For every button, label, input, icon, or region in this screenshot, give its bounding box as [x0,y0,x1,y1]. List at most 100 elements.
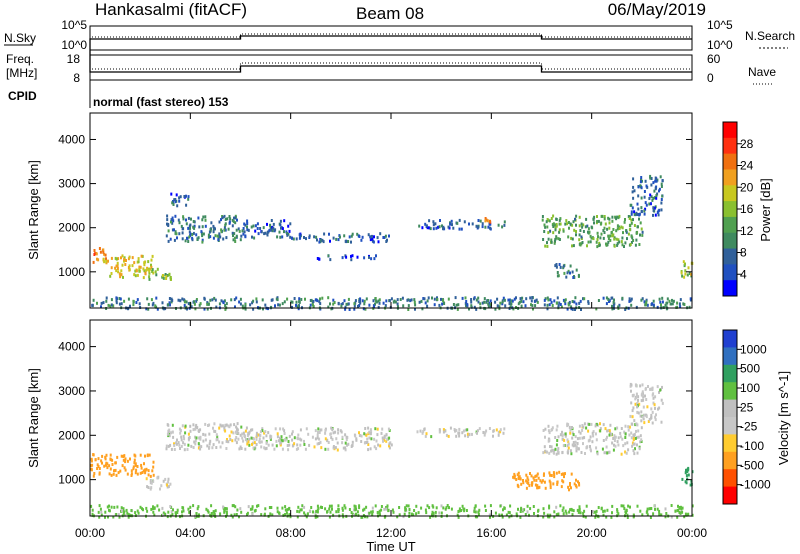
velocity-cell [239,433,242,437]
power-cell [572,244,575,248]
velocity-cell [270,506,273,509]
velocity-cell [379,444,382,448]
power-cell [298,233,301,237]
velocity-cell [622,444,625,448]
power-cell [251,235,253,239]
velocity-cell [635,429,637,433]
power-cell [127,257,130,261]
power-cell [442,227,444,231]
velocity-cell [632,513,635,517]
power-cell [655,194,658,198]
velocity-cell [224,507,227,510]
velocity-cell [602,423,605,427]
velocity-cell [466,432,469,436]
power-cell [547,231,550,235]
power-cell [554,264,557,268]
velocity-cell [660,420,663,424]
velocity-cell [388,436,391,440]
velocity-cell [654,415,657,419]
velocity-cell [570,507,573,511]
velocity-cell [255,443,258,446]
power-cell [536,300,539,304]
velocity-cell [225,447,228,450]
power-cell [510,299,513,303]
power-cell [525,297,528,301]
power-cell [568,300,571,304]
velocity-cell [306,512,309,516]
power-cell [289,222,292,226]
velocity-cell [553,448,556,452]
power-cell [546,244,549,248]
velocity-cell [190,444,193,448]
power-cell [227,227,230,231]
velocity-cell [256,504,258,508]
noise-left-tick-bottom: 10^0 [61,38,87,52]
power-cell [489,299,492,303]
power-cell [161,301,164,305]
velocity-cell [220,424,223,428]
power-cell [216,234,219,238]
power-cell [377,305,380,309]
power-cell [207,302,210,306]
velocity-cell [310,506,313,509]
velocity-cell [344,446,347,450]
velocity-cell [375,439,378,443]
power-cell [597,219,600,223]
power-cell [353,302,356,306]
velocity-cell [364,515,366,519]
power-cell [554,237,557,241]
power-cell [636,225,639,229]
power-cell [359,301,362,305]
velocity-colorbar-swatch [723,417,737,435]
velocity-cell [246,434,249,437]
power-cell [104,253,107,257]
power-cell [605,302,608,306]
power-cell [350,234,353,238]
velocity-cell [516,483,519,487]
power-cell [630,234,633,238]
power-cell [384,304,387,308]
power-cell [161,275,164,279]
power-cell [566,307,569,311]
velocity-cell [467,434,469,438]
power-cell [196,238,199,241]
velocity-cell [318,442,321,445]
velocity-cell [413,509,416,512]
power-cell [351,254,354,258]
power-cell [308,236,311,239]
power-cell [579,243,582,247]
power-cell [571,300,574,303]
power-cell [648,202,651,206]
power-cell [259,227,262,230]
velocity-cell [633,419,636,423]
power-cell [176,204,179,208]
power-cell [103,252,106,256]
velocity-cell [264,430,267,434]
power-cell [223,226,226,230]
velocity-cell [561,437,564,441]
power-cell [321,238,324,242]
power-cell [653,196,656,200]
power-cell [360,238,363,242]
velocity-cell [611,511,613,515]
velocity-cell [552,471,555,475]
power-cell [274,228,277,232]
velocity-cell [223,507,226,511]
velocity-cell [553,475,556,479]
power-cell [635,305,638,309]
velocity-cell [264,507,267,511]
velocity-cell [608,429,611,433]
power-cell [291,236,293,240]
velocity-cell [435,506,438,510]
velocity-cell [585,504,588,508]
power-cell [638,213,641,217]
power-cell [135,301,138,304]
power-cell [223,299,226,303]
velocity-cell [167,477,170,481]
power-cell [252,299,255,303]
velocity-cell [142,469,145,473]
velocity-cell [145,506,148,510]
power-cell [617,238,620,242]
power-cell [564,302,567,306]
power-colorbar-swatch [723,122,737,139]
